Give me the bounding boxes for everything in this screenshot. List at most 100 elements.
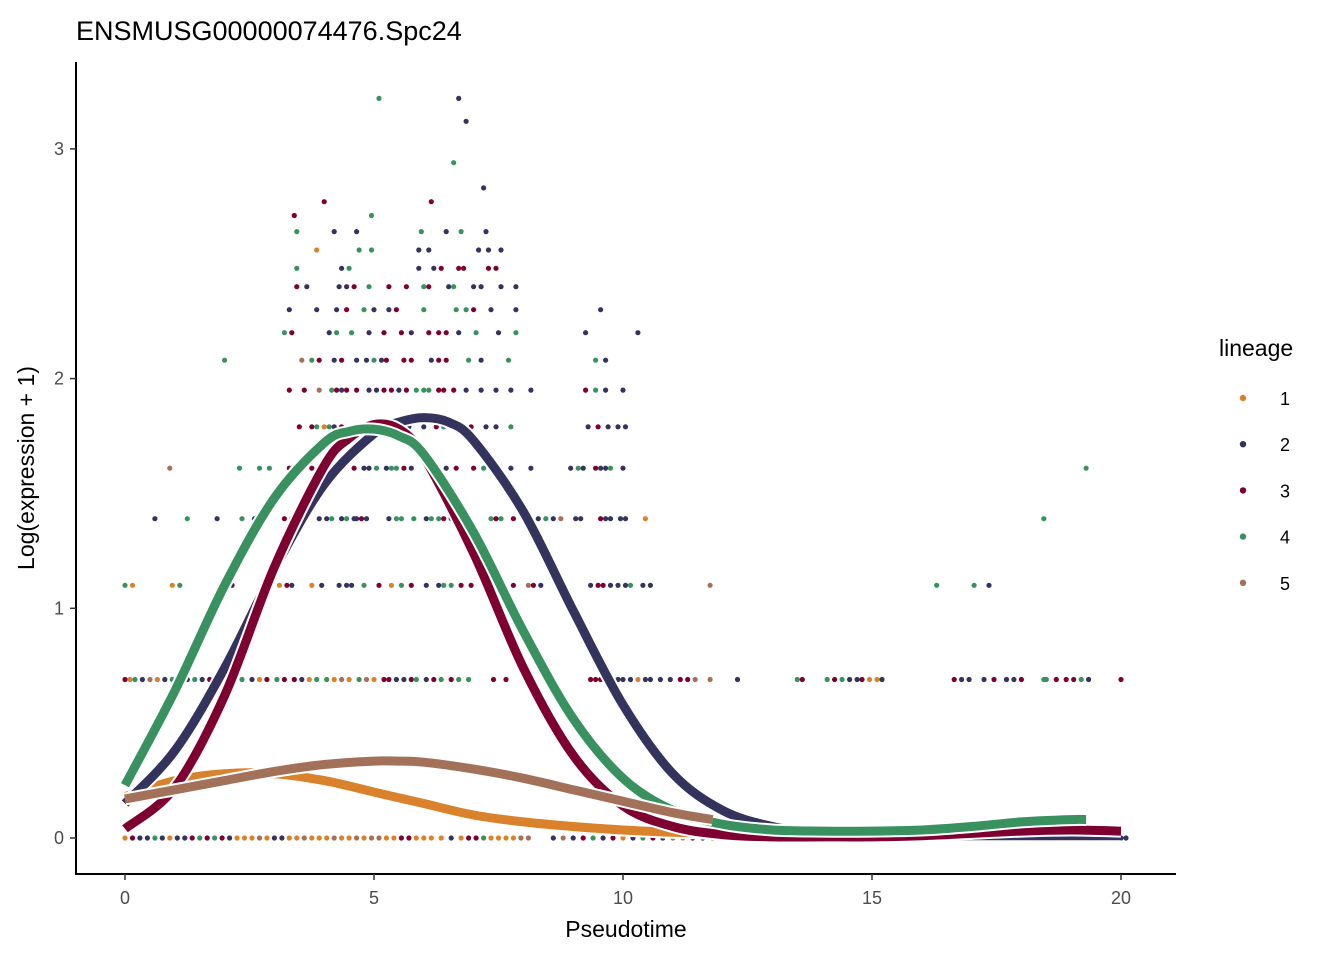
legend-key bbox=[1239, 394, 1247, 402]
legend-item-3: 3 bbox=[1239, 481, 1290, 501]
data-point-lineage-3 bbox=[386, 284, 392, 290]
data-point-lineage-1 bbox=[438, 835, 444, 841]
data-point-lineage-4 bbox=[1041, 516, 1047, 522]
data-point-lineage-5 bbox=[256, 835, 263, 841]
data-point-lineage-1 bbox=[306, 676, 312, 683]
data-point-lineage-2 bbox=[603, 516, 609, 522]
data-point-lineage-2 bbox=[371, 307, 377, 313]
data-point-lineage-3 bbox=[398, 330, 404, 336]
data-point-lineage-3 bbox=[485, 265, 492, 271]
data-point-lineage-3 bbox=[401, 465, 407, 471]
data-point-lineage-1 bbox=[428, 835, 434, 841]
data-point-lineage-2 bbox=[498, 247, 504, 253]
curve-lineage-4 bbox=[121, 424, 1087, 836]
data-point-lineage-1 bbox=[495, 835, 502, 841]
data-point-lineage-2 bbox=[986, 582, 992, 588]
data-point-lineage-3 bbox=[458, 582, 464, 588]
x-tick-label: 5 bbox=[369, 888, 379, 908]
data-point-lineage-3 bbox=[510, 516, 516, 522]
data-point-lineage-1 bbox=[874, 676, 880, 683]
data-point-lineage-4 bbox=[413, 676, 419, 683]
data-point-lineage-4 bbox=[498, 516, 504, 522]
data-point-lineage-3 bbox=[598, 516, 604, 522]
data-point-lineage-3 bbox=[832, 676, 838, 683]
data-point-lineage-3 bbox=[951, 676, 957, 683]
data-point-lineage-2 bbox=[199, 676, 205, 683]
data-point-lineage-4 bbox=[839, 676, 845, 683]
data-point-lineage-3 bbox=[351, 465, 357, 471]
data-point-lineage-2 bbox=[319, 582, 325, 588]
y-axis-ticks: 0 1 2 3 bbox=[54, 139, 76, 848]
data-point-lineage-4 bbox=[436, 516, 442, 522]
data-point-lineage-2 bbox=[339, 265, 345, 271]
data-point-lineage-4 bbox=[346, 265, 352, 271]
data-point-lineage-3 bbox=[443, 357, 449, 363]
data-point-lineage-2 bbox=[617, 516, 624, 522]
data-point-lineage-2 bbox=[316, 516, 322, 522]
data-point-lineage-2 bbox=[159, 835, 165, 841]
y-tick-label: 0 bbox=[54, 828, 64, 848]
data-point-lineage-5 bbox=[301, 835, 307, 841]
data-point-lineage-2 bbox=[456, 95, 462, 101]
data-point-lineage-2 bbox=[354, 229, 360, 235]
data-point-lineage-1 bbox=[331, 676, 337, 683]
data-point-lineage-3 bbox=[436, 330, 442, 336]
data-point-lineage-2 bbox=[227, 835, 233, 841]
data-point-lineage-1 bbox=[324, 835, 330, 841]
data-point-lineage-4 bbox=[371, 357, 377, 363]
data-point-lineage-2 bbox=[647, 582, 654, 588]
data-point-lineage-3 bbox=[466, 835, 472, 841]
data-point-lineage-2 bbox=[354, 357, 360, 363]
data-point-lineage-3 bbox=[473, 835, 479, 841]
data-point-lineage-2 bbox=[620, 387, 626, 393]
data-point-lineage-3 bbox=[408, 676, 414, 683]
data-point-lineage-2 bbox=[493, 387, 499, 393]
data-point-lineage-2 bbox=[598, 465, 604, 471]
data-point-lineage-2 bbox=[354, 516, 360, 522]
data-point-lineage-4 bbox=[361, 307, 367, 313]
data-point-lineage-2 bbox=[174, 835, 180, 841]
data-point-lineage-2 bbox=[583, 330, 589, 336]
data-point-lineage-5 bbox=[368, 835, 375, 841]
data-point-lineage-3 bbox=[503, 676, 509, 683]
data-point-lineage-4 bbox=[184, 516, 190, 522]
data-point-lineage-3 bbox=[859, 676, 865, 683]
data-point-lineage-3 bbox=[685, 676, 691, 683]
data-point-lineage-3 bbox=[189, 835, 195, 841]
data-point-lineage-4 bbox=[428, 516, 434, 522]
data-point-lineage-2 bbox=[600, 835, 606, 841]
data-point-lineage-3 bbox=[431, 676, 437, 683]
data-point-lineage-2 bbox=[585, 424, 591, 430]
data-point-lineage-2 bbox=[408, 330, 414, 336]
data-point-lineage-3 bbox=[610, 835, 616, 841]
data-point-lineage-2 bbox=[550, 835, 556, 841]
data-point-lineage-4 bbox=[1083, 465, 1089, 471]
data-point-lineage-4 bbox=[344, 516, 350, 522]
data-point-lineage-2 bbox=[383, 465, 389, 471]
data-point-lineage-1 bbox=[339, 835, 345, 841]
data-point-lineage-3 bbox=[580, 835, 586, 841]
data-point-lineage-1 bbox=[276, 582, 282, 588]
data-point-lineage-3 bbox=[406, 835, 412, 841]
legend-title: lineage bbox=[1219, 335, 1293, 361]
data-point-lineage-3 bbox=[451, 387, 457, 393]
data-point-lineage-4 bbox=[197, 835, 203, 841]
data-point-lineage-3 bbox=[530, 582, 537, 588]
data-point-lineage-3 bbox=[289, 330, 295, 336]
data-point-lineage-2 bbox=[286, 307, 292, 313]
data-point-lineage-3 bbox=[381, 387, 387, 393]
data-point-lineage-2 bbox=[959, 676, 965, 683]
data-point-lineage-4 bbox=[122, 582, 128, 588]
data-point-lineage-2 bbox=[508, 465, 514, 471]
data-point-lineage-4 bbox=[326, 424, 332, 430]
data-point-lineage-1 bbox=[264, 835, 270, 841]
data-point-lineage-4 bbox=[513, 330, 519, 336]
data-point-lineage-3 bbox=[219, 835, 225, 841]
data-point-lineage-3 bbox=[456, 265, 462, 271]
data-point-lineage-3 bbox=[991, 676, 997, 683]
data-point-lineage-2 bbox=[627, 676, 634, 683]
data-point-lineage-1 bbox=[488, 835, 494, 841]
data-point-lineage-2 bbox=[620, 465, 626, 471]
data-point-lineage-1 bbox=[309, 835, 315, 841]
data-point-lineage-2 bbox=[550, 516, 556, 522]
